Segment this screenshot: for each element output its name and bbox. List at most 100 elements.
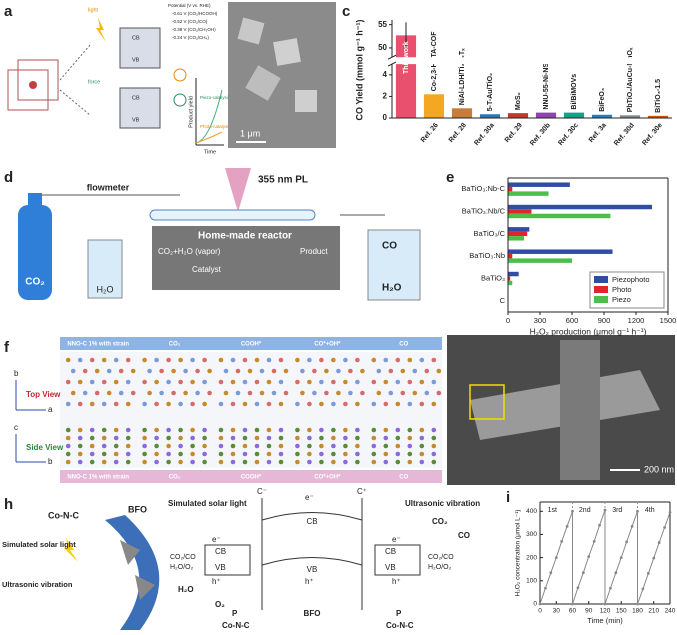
atom [242,435,248,441]
atom [295,427,300,433]
label: Ultrasonic vibration [405,499,480,508]
atom [89,357,95,363]
label: Side View [26,443,64,452]
reactor-photo [152,226,340,290]
atom [242,357,248,363]
atom [383,443,389,449]
atom [266,401,272,407]
y-tick-label: 0 [383,113,388,122]
atom [383,379,389,385]
bar [508,258,572,263]
beaker [87,239,123,299]
atom [207,390,212,396]
atom [183,368,188,374]
atom [419,443,425,449]
atom [125,435,131,441]
atom [77,443,83,449]
atom [218,435,224,441]
atom [278,459,284,465]
atom [202,357,207,363]
atom [343,443,348,449]
atom [431,357,437,363]
data-point [592,540,596,543]
atom [331,401,336,407]
panel-f: Top View Side View b a c b NNO-C 1% with… [14,337,442,483]
atom [118,368,124,374]
scale-label: 200 nm [644,464,674,474]
atom [82,368,88,374]
atom [307,357,312,363]
y-tick-label: BaTiO₃:Nb/C [462,206,506,215]
atom [94,368,100,374]
atom [178,401,183,407]
atom [154,459,159,465]
bar [507,113,529,118]
atom [355,459,360,465]
atom [424,390,430,396]
column-footer: NNO-C 1% with strain [67,475,129,481]
atom [395,459,401,465]
atom [407,357,413,363]
atom [190,401,195,407]
atom [295,379,300,385]
y-tick-label: 4 [383,70,388,79]
atom [371,459,377,465]
atom [223,390,229,396]
y-tick-label: BaTiO₃/C [473,229,505,238]
atom [355,451,360,457]
crystal [17,59,59,101]
atom [202,401,207,407]
panel-h: Co-N-C BFO Simulated solar light Ultraso… [2,487,480,630]
atom [395,443,401,449]
atom [178,443,183,449]
atom [159,390,164,396]
x-axis-label: H₂O₂ production (μmol g⁻¹ h⁻¹) [530,326,647,336]
bar [508,276,511,281]
atom [223,368,229,374]
atom [431,401,437,407]
atom [242,401,248,407]
atom [343,427,348,433]
bar [591,114,613,118]
label: H₂O/O₂ [428,564,452,571]
atom [307,401,312,407]
bar [563,112,585,118]
atom [254,379,260,385]
data-point [619,556,623,560]
bar-label: NNU-55-Ni-NS [543,63,550,110]
atom [319,357,324,363]
atom [319,401,324,407]
label: VB [132,57,140,63]
column-footer: COOH* [241,475,262,481]
atom [202,379,207,385]
x-tick-label: 210 [648,608,659,615]
bar [508,236,524,241]
atom [266,459,272,465]
label: VB [132,117,140,123]
atom [247,368,253,374]
cycle-label: 3rd [612,507,622,514]
atom [230,435,236,441]
atom [383,435,389,441]
atom [171,390,176,396]
atom [125,459,131,465]
data-point [636,602,639,606]
atom [319,427,324,433]
atom [101,443,107,449]
bar [508,191,549,196]
atom [383,451,389,457]
atom [77,357,83,363]
atom [77,401,83,407]
particle [273,38,301,66]
y-tick-label: 300 [526,531,537,538]
label: CO [382,241,397,252]
atom [65,435,71,441]
label: Top View [26,390,61,399]
panel-letter: i [506,489,510,506]
atom [376,368,382,374]
y-tick-label: 100 [526,578,537,585]
x-tick-label: 600 [566,316,579,325]
label: H₂O [382,283,402,294]
atom [300,368,305,374]
atom [407,435,413,441]
